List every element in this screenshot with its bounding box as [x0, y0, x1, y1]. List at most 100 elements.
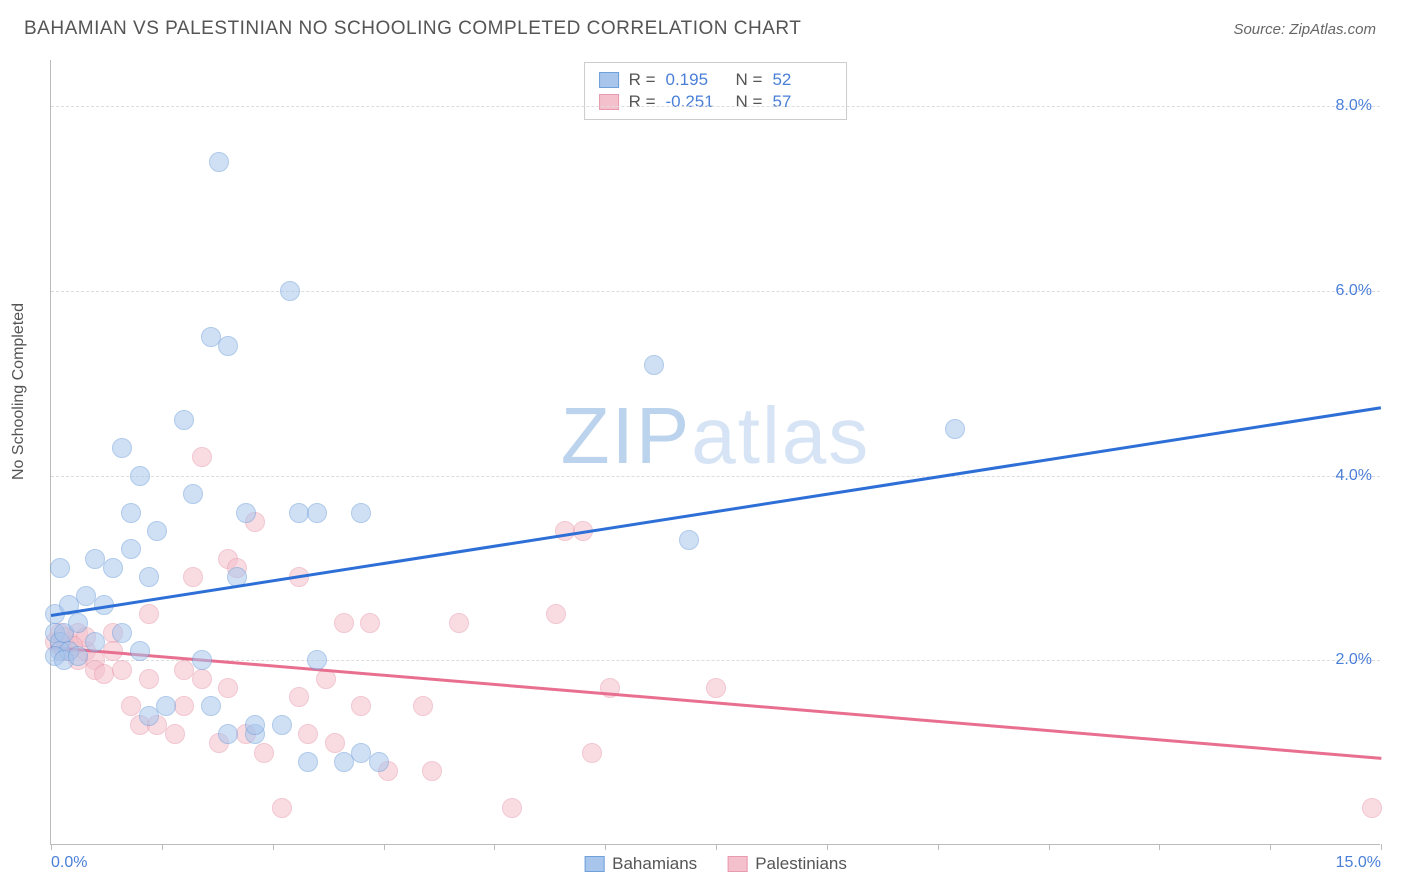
data-point [218, 336, 238, 356]
data-point [449, 613, 469, 633]
y-axis-label: No Schooling Completed [10, 303, 28, 480]
x-tick [938, 844, 939, 850]
n-value-palestinians: 57 [772, 92, 832, 112]
data-point [174, 410, 194, 430]
page-title: BAHAMIAN VS PALESTINIAN NO SCHOOLING COM… [24, 18, 801, 40]
data-point [112, 438, 132, 458]
data-point [183, 484, 203, 504]
data-point [192, 447, 212, 467]
gridline [51, 106, 1380, 107]
data-point [130, 466, 150, 486]
y-tick-label: 6.0% [1336, 282, 1372, 300]
watermark-text-2: atlas [691, 391, 870, 480]
data-point [502, 798, 522, 818]
data-point [156, 696, 176, 716]
watermark: ZIPatlas [561, 390, 870, 482]
swatch-bahamians [599, 72, 619, 88]
data-point [289, 687, 309, 707]
x-tick [1049, 844, 1050, 850]
data-point [280, 281, 300, 301]
gridline [51, 291, 1380, 292]
data-point [1362, 798, 1382, 818]
r-label: R = [629, 92, 656, 112]
data-point [174, 696, 194, 716]
gridline [51, 476, 1380, 477]
stats-row-palestinians: R = -0.251 N = 57 [599, 91, 833, 113]
data-point [139, 567, 159, 587]
data-point [582, 743, 602, 763]
x-tick-label: 15.0% [1336, 854, 1381, 872]
source-attribution: Source: ZipAtlas.com [1233, 21, 1376, 38]
scatter-chart: ZIPatlas R = 0.195 N = 52 R = -0.251 N =… [50, 60, 1380, 845]
data-point [192, 669, 212, 689]
swatch-bahamians [584, 856, 604, 872]
r-value-bahamians: 0.195 [666, 70, 726, 90]
x-tick [384, 844, 385, 850]
x-tick [605, 844, 606, 850]
data-point [209, 152, 229, 172]
n-label: N = [736, 92, 763, 112]
legend-label-palestinians: Palestinians [755, 854, 847, 874]
watermark-text-1: ZIP [561, 391, 691, 480]
data-point [201, 696, 221, 716]
data-point [360, 613, 380, 633]
data-point [679, 530, 699, 550]
legend-item-palestinians: Palestinians [727, 854, 847, 874]
data-point [103, 558, 123, 578]
swatch-palestinians [727, 856, 747, 872]
data-point [546, 604, 566, 624]
y-tick-label: 4.0% [1336, 467, 1372, 485]
data-point [68, 646, 88, 666]
data-point [139, 604, 159, 624]
data-point [307, 503, 327, 523]
y-tick-label: 8.0% [1336, 97, 1372, 115]
data-point [272, 798, 292, 818]
gridline [51, 660, 1380, 661]
data-point [351, 503, 371, 523]
data-point [112, 660, 132, 680]
data-point [68, 613, 88, 633]
data-point [325, 733, 345, 753]
y-tick-label: 2.0% [1336, 651, 1372, 669]
data-point [50, 558, 70, 578]
data-point [334, 613, 354, 633]
legend-label-bahamians: Bahamians [612, 854, 697, 874]
swatch-palestinians [599, 94, 619, 110]
data-point [139, 669, 159, 689]
series-legend: Bahamians Palestinians [584, 854, 847, 874]
data-point [369, 752, 389, 772]
x-tick [51, 844, 52, 850]
data-point [351, 696, 371, 716]
data-point [183, 567, 203, 587]
data-point [236, 503, 256, 523]
x-tick [827, 844, 828, 850]
data-point [254, 743, 274, 763]
data-point [245, 715, 265, 735]
data-point [945, 419, 965, 439]
data-point [121, 539, 141, 559]
x-tick [716, 844, 717, 850]
data-point [307, 650, 327, 670]
x-tick [1159, 844, 1160, 850]
data-point [413, 696, 433, 716]
data-point [165, 724, 185, 744]
data-point [112, 623, 132, 643]
x-tick [162, 844, 163, 850]
data-point [298, 752, 318, 772]
n-value-bahamians: 52 [772, 70, 832, 90]
x-tick [1270, 844, 1271, 850]
data-point [706, 678, 726, 698]
r-value-palestinians: -0.251 [666, 92, 726, 112]
r-label: R = [629, 70, 656, 90]
x-tick [273, 844, 274, 850]
stats-row-bahamians: R = 0.195 N = 52 [599, 69, 833, 91]
data-point [147, 521, 167, 541]
stats-legend: R = 0.195 N = 52 R = -0.251 N = 57 [584, 62, 848, 120]
data-point [121, 503, 141, 523]
legend-item-bahamians: Bahamians [584, 854, 697, 874]
data-point [644, 355, 664, 375]
data-point [218, 678, 238, 698]
data-point [192, 650, 212, 670]
data-point [130, 641, 150, 661]
x-tick [1381, 844, 1382, 850]
